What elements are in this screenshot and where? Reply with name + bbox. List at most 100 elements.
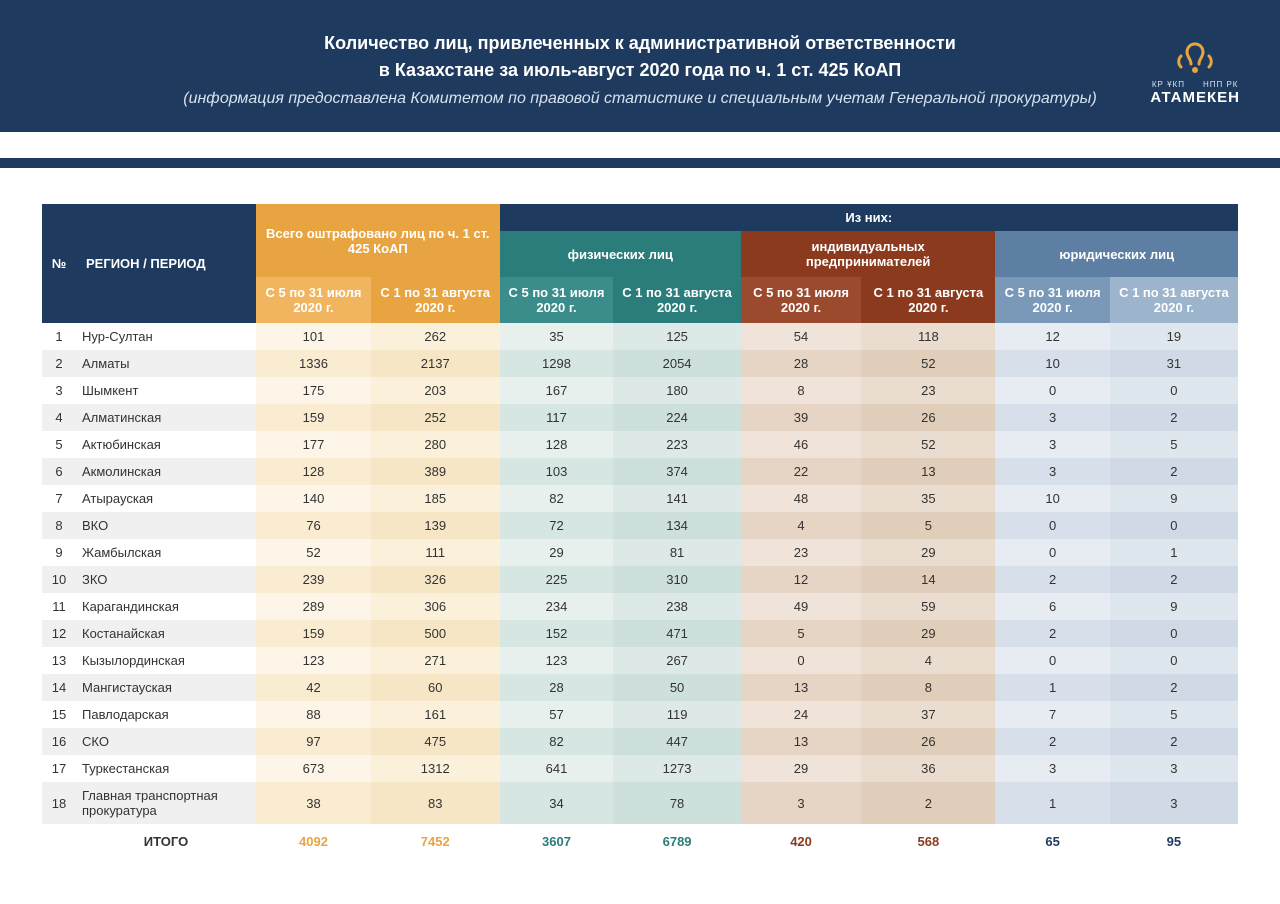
title-block: Количество лиц, привлеченных к администр… xyxy=(150,30,1130,108)
cell-jur-p2: 0 xyxy=(1110,512,1238,539)
total-h: 95 xyxy=(1110,824,1238,855)
cell-fiz-p2: 141 xyxy=(613,485,740,512)
cell-ip-p1: 23 xyxy=(741,539,861,566)
cell-fiz-p1: 34 xyxy=(500,782,614,824)
table-row: 17Туркестанская67313126411273293633 xyxy=(42,755,1238,782)
row-number: 7 xyxy=(42,485,76,512)
row-number: 2 xyxy=(42,350,76,377)
cell-ip-p1: 12 xyxy=(741,566,861,593)
table-row: 6Акмолинская128389103374221332 xyxy=(42,458,1238,485)
cell-fiz-p2: 2054 xyxy=(613,350,740,377)
table-row: 9Жамбылская521112981232901 xyxy=(42,539,1238,566)
row-number: 1 xyxy=(42,323,76,350)
cell-ip-p2: 14 xyxy=(861,566,995,593)
cell-jur-p2: 19 xyxy=(1110,323,1238,350)
cell-fiz-p2: 125 xyxy=(613,323,740,350)
table-row: 13Кызылординская1232711232670400 xyxy=(42,647,1238,674)
table-row: 14Мангистауская4260285013812 xyxy=(42,674,1238,701)
region-name: Кызылординская xyxy=(76,647,256,674)
cell-total-p2: 389 xyxy=(371,458,500,485)
cell-jur-p2: 9 xyxy=(1110,485,1238,512)
cell-jur-p2: 31 xyxy=(1110,350,1238,377)
region-name: Костанайская xyxy=(76,620,256,647)
cell-fiz-p2: 180 xyxy=(613,377,740,404)
cell-jur-p1: 3 xyxy=(995,458,1109,485)
table-body: 1Нур-Султан101262351255411812192Алматы13… xyxy=(42,323,1238,824)
cell-ip-p1: 28 xyxy=(741,350,861,377)
cell-jur-p2: 5 xyxy=(1110,701,1238,728)
row-number: 12 xyxy=(42,620,76,647)
cell-total-p2: 306 xyxy=(371,593,500,620)
table-row: 12Костанайская15950015247152920 xyxy=(42,620,1238,647)
cell-total-p1: 239 xyxy=(256,566,371,593)
region-name: ЗКО xyxy=(76,566,256,593)
col-header-total: Всего оштрафовано лиц по ч. 1 ст. 425 Ко… xyxy=(256,204,500,277)
region-name: Карагандинская xyxy=(76,593,256,620)
row-number: 15 xyxy=(42,701,76,728)
page-title-line2: в Казахстане за июль-август 2020 года по… xyxy=(150,57,1130,84)
cell-ip-p1: 13 xyxy=(741,728,861,755)
row-number: 9 xyxy=(42,539,76,566)
cell-total-p2: 326 xyxy=(371,566,500,593)
cell-fiz-p2: 50 xyxy=(613,674,740,701)
cell-ip-p2: 59 xyxy=(861,593,995,620)
cell-fiz-p2: 78 xyxy=(613,782,740,824)
cell-ip-p1: 5 xyxy=(741,620,861,647)
row-number: 13 xyxy=(42,647,76,674)
cell-fiz-p1: 234 xyxy=(500,593,614,620)
col-header-jur: юридических лиц xyxy=(995,231,1238,277)
table-row: 10ЗКО239326225310121422 xyxy=(42,566,1238,593)
cell-total-p2: 161 xyxy=(371,701,500,728)
cell-fiz-p1: 29 xyxy=(500,539,614,566)
cell-total-p2: 262 xyxy=(371,323,500,350)
table-row: 18Главная транспортная прокуратура388334… xyxy=(42,782,1238,824)
region-name: Туркестанская xyxy=(76,755,256,782)
table-row: 11Карагандинская289306234238495969 xyxy=(42,593,1238,620)
cell-total-p2: 203 xyxy=(371,377,500,404)
cell-jur-p1: 12 xyxy=(995,323,1109,350)
cell-jur-p2: 0 xyxy=(1110,377,1238,404)
cell-jur-p1: 0 xyxy=(995,539,1109,566)
cell-total-p1: 140 xyxy=(256,485,371,512)
cell-ip-p2: 13 xyxy=(861,458,995,485)
row-number: 17 xyxy=(42,755,76,782)
cell-total-p1: 673 xyxy=(256,755,371,782)
cell-ip-p1: 22 xyxy=(741,458,861,485)
cell-fiz-p2: 223 xyxy=(613,431,740,458)
cell-ip-p2: 2 xyxy=(861,782,995,824)
row-number: 16 xyxy=(42,728,76,755)
cell-total-p1: 101 xyxy=(256,323,371,350)
total-b: 7452 xyxy=(371,824,500,855)
cell-fiz-p2: 267 xyxy=(613,647,740,674)
region-name: Алматинская xyxy=(76,404,256,431)
cell-jur-p1: 3 xyxy=(995,404,1109,431)
cell-fiz-p1: 641 xyxy=(500,755,614,782)
table-row: 8ВКО76139721344500 xyxy=(42,512,1238,539)
row-number: 5 xyxy=(42,431,76,458)
row-number: 18 xyxy=(42,782,76,824)
row-number: 8 xyxy=(42,512,76,539)
logo-sub-right: НПП РК xyxy=(1203,80,1239,89)
table-container: № РЕГИОН / ПЕРИОД Всего оштрафовано лиц … xyxy=(0,168,1280,885)
total-d: 6789 xyxy=(613,824,740,855)
total-c: 3607 xyxy=(500,824,614,855)
region-name: Жамбылская xyxy=(76,539,256,566)
cell-ip-p2: 52 xyxy=(861,431,995,458)
cell-jur-p1: 2 xyxy=(995,566,1109,593)
cell-fiz-p1: 72 xyxy=(500,512,614,539)
cell-jur-p1: 1 xyxy=(995,782,1109,824)
table-row: 1Нур-Султан10126235125541181219 xyxy=(42,323,1238,350)
cell-jur-p1: 3 xyxy=(995,755,1109,782)
cell-ip-p2: 5 xyxy=(861,512,995,539)
cell-total-p1: 289 xyxy=(256,593,371,620)
table-row: 5Актюбинская177280128223465235 xyxy=(42,431,1238,458)
cell-fiz-p2: 119 xyxy=(613,701,740,728)
row-number: 14 xyxy=(42,674,76,701)
cell-ip-p2: 26 xyxy=(861,404,995,431)
cell-total-p1: 97 xyxy=(256,728,371,755)
cell-fiz-p2: 224 xyxy=(613,404,740,431)
cell-total-p1: 128 xyxy=(256,458,371,485)
col-sub-fiz-p1: С 5 по 31 июля 2020 г. xyxy=(500,277,614,323)
cell-jur-p1: 10 xyxy=(995,485,1109,512)
col-sub-total-p2: С 1 по 31 августа 2020 г. xyxy=(371,277,500,323)
